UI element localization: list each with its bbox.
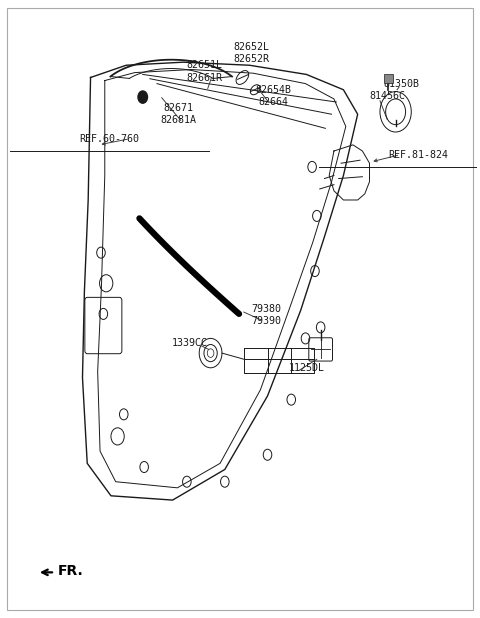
Text: 82654B
82664: 82654B 82664: [255, 85, 291, 107]
Text: REF.81-824: REF.81-824: [388, 150, 448, 159]
Text: 82651L
82661R: 82651L 82661R: [186, 60, 222, 83]
Text: 82671
82681A: 82671 82681A: [160, 103, 196, 125]
Text: FR.: FR.: [57, 564, 83, 577]
Text: 1339CC: 1339CC: [172, 337, 208, 348]
Text: 1125DL: 1125DL: [288, 363, 324, 373]
FancyBboxPatch shape: [384, 74, 393, 83]
Text: 81350B: 81350B: [384, 78, 420, 88]
Text: 79380
79390: 79380 79390: [251, 304, 281, 326]
Circle shape: [138, 91, 147, 103]
Text: 81456C: 81456C: [369, 91, 405, 101]
Text: 82652L
82652R: 82652L 82652R: [234, 42, 270, 64]
Text: REF.60-760: REF.60-760: [80, 133, 140, 144]
